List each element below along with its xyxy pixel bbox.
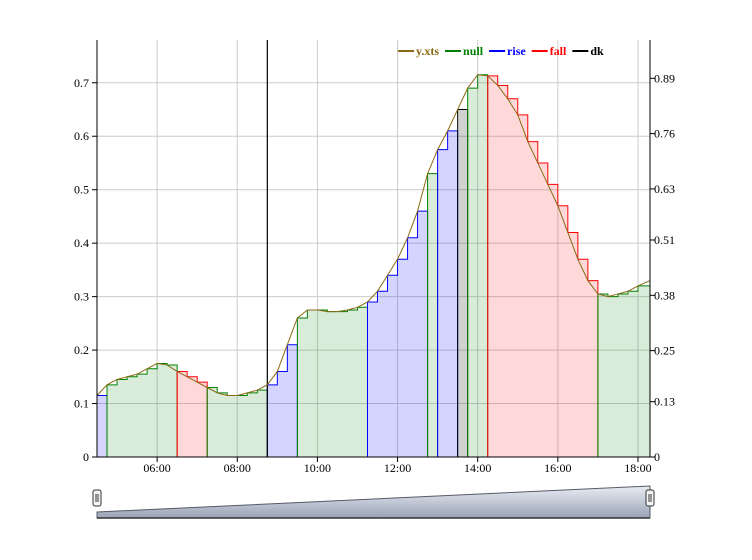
x-tick-label: 08:00 [224, 461, 251, 475]
legend-label: rise [507, 44, 526, 58]
y-right-tick-label: 0.25 [654, 344, 675, 358]
regime-area-rise [437, 130, 459, 458]
y-right-tick-label: 0.89 [654, 71, 675, 85]
regime-area-null [206, 387, 268, 458]
y-left-tick-label: 0.2 [74, 343, 89, 357]
legend-label: y.xts [416, 44, 439, 58]
y-left-tick-label: 0.5 [74, 183, 89, 197]
legend-label: dk [590, 44, 604, 58]
navigator-handle-left[interactable] [92, 489, 102, 507]
regime-area-rise [266, 344, 298, 458]
y-right-tick-label: 0.38 [654, 288, 675, 302]
y-left-tick-label: 0.3 [74, 290, 89, 304]
y-right-tick-label: 0.51 [654, 233, 675, 247]
y-left-tick-label: 0.7 [74, 76, 89, 90]
regime-area-null [597, 285, 651, 458]
handle-grip [645, 489, 655, 507]
y-left-tick-label: 0.4 [74, 236, 89, 250]
range-navigator[interactable] [92, 485, 655, 519]
x-tick-label: 12:00 [384, 461, 411, 475]
handle-grip [92, 489, 102, 507]
navigator-range-shape [96, 485, 651, 519]
regime-area-null [106, 362, 178, 458]
y-right-tick-label: 0.13 [654, 395, 675, 409]
x-tick-label: 10:00 [304, 461, 331, 475]
regime-area-fall [176, 370, 208, 458]
x-tick-label: 14:00 [464, 461, 491, 475]
legend: y.xts null rise fall dk [398, 44, 604, 58]
regime-area-rise [96, 395, 108, 458]
legend-label: fall [550, 44, 567, 58]
regime-area-dk [457, 109, 469, 458]
regime-area-null [427, 173, 439, 458]
y-right-tick-label: 0.76 [654, 127, 675, 141]
regime-areas [96, 40, 651, 458]
y-right-tick-label: 0 [654, 450, 660, 464]
x-tick-label: 16:00 [544, 461, 571, 475]
regime-area-null [296, 306, 368, 458]
regime-area-fall [487, 75, 599, 458]
axes: 0 0.1 0.2 0.3 0.4 0.5 0.6 0.7 0 0.13 0.25 0.38 0.51 0… [74, 40, 675, 475]
regime-area-null [467, 74, 489, 458]
navigator-handle-right[interactable] [645, 489, 655, 507]
x-tick-label: 06:00 [143, 461, 170, 475]
y-right-tick-label: 0.63 [654, 182, 675, 196]
legend-label: null [463, 44, 484, 58]
y-left-tick-label: 0.6 [74, 129, 89, 143]
x-tick-label: 18:00 [624, 461, 651, 475]
series-line-yxts [96, 74, 651, 397]
y-left-tick-label: 0.1 [74, 397, 89, 411]
y-left-tick-label: 0 [83, 450, 89, 464]
series-line-layer [96, 74, 651, 397]
